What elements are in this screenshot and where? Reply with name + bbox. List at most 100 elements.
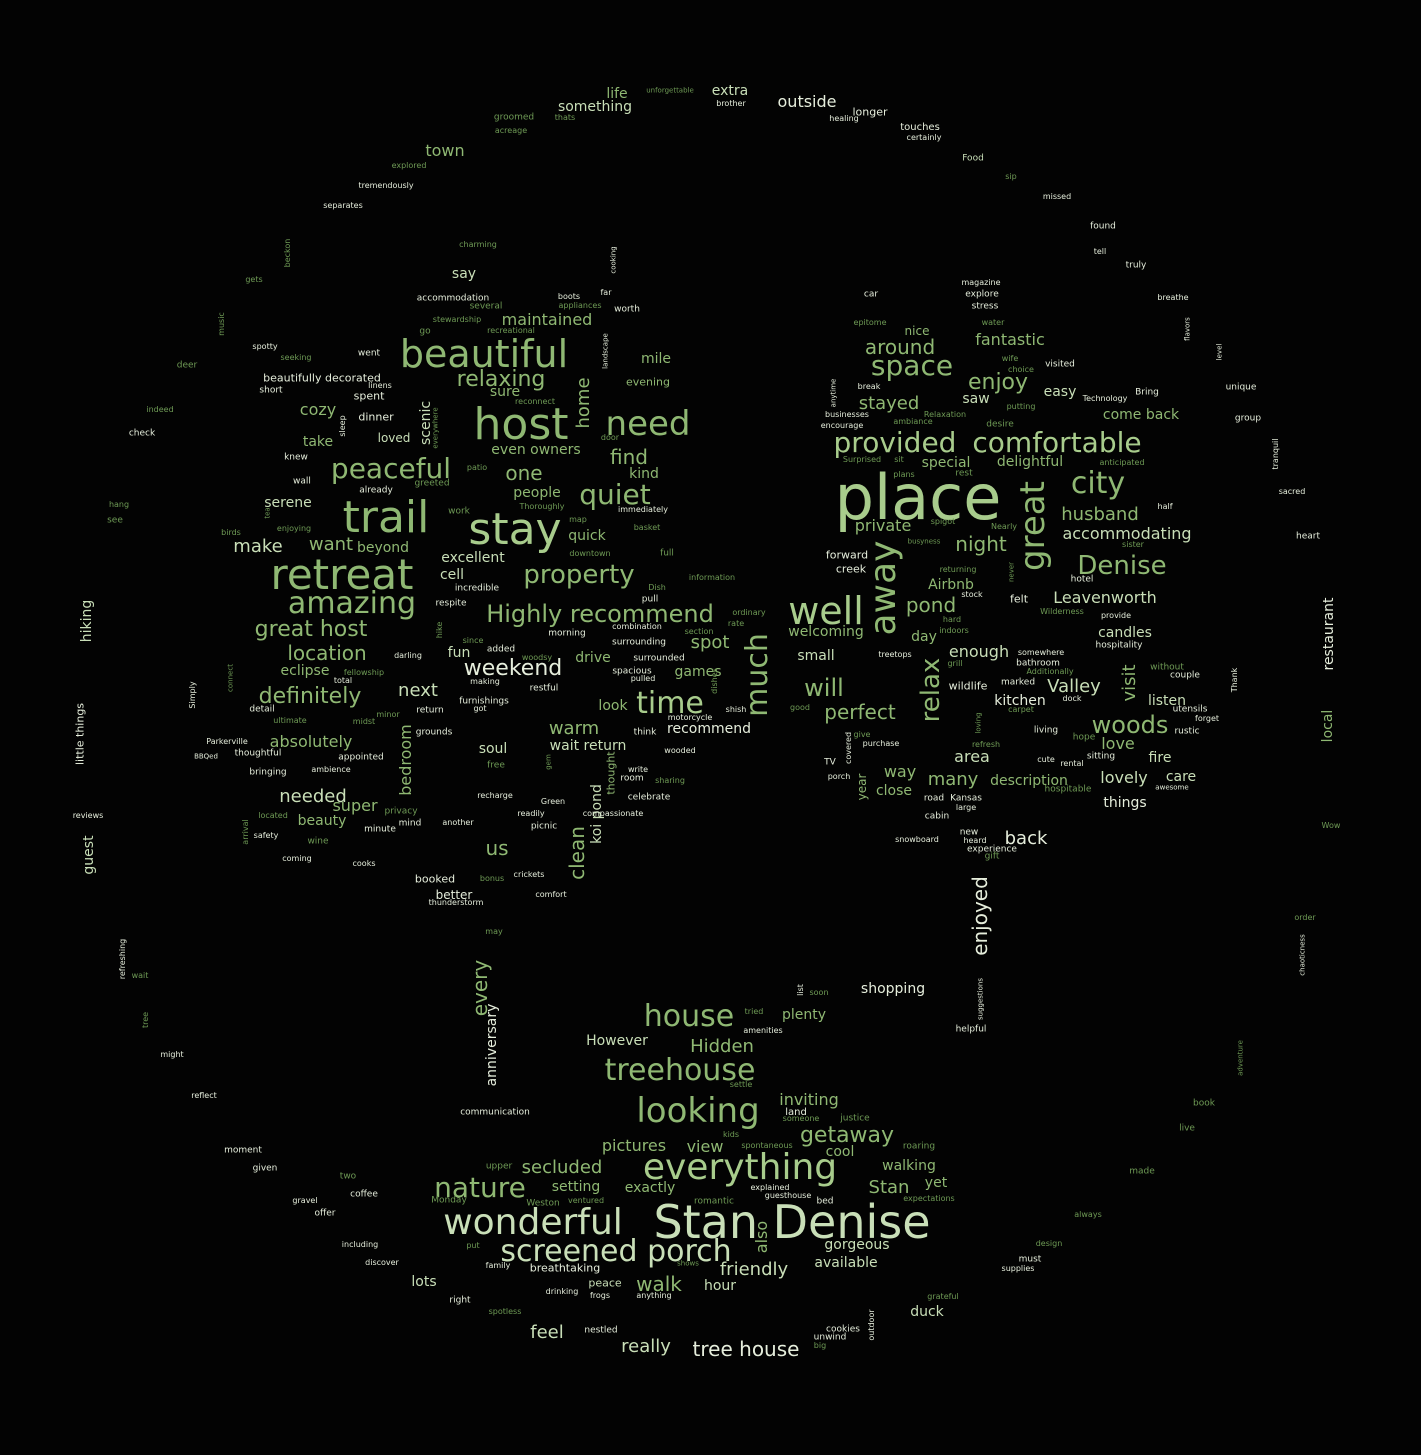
word-work: work	[448, 506, 470, 517]
word-kind: kind	[629, 466, 659, 482]
word-games: games	[674, 664, 722, 680]
word-soon: soon	[809, 988, 829, 997]
word-visit: visit	[1119, 664, 1140, 702]
word-find: find	[610, 445, 648, 469]
word-midst: midst	[352, 717, 376, 726]
word-room: room	[620, 773, 644, 784]
word-private: private	[854, 516, 912, 535]
word-thought: thought	[604, 751, 618, 795]
word-area: area	[954, 747, 990, 766]
word-seeking: seeking	[280, 353, 312, 362]
word-cell: cell	[439, 567, 465, 583]
word-picnic: picnic	[530, 821, 558, 832]
word-touches: touches	[900, 122, 940, 133]
word-description: description	[990, 773, 1068, 789]
word-reflect: reflect	[191, 1091, 217, 1100]
word-lots: lots	[411, 1274, 437, 1290]
word-candles: candles	[1098, 625, 1152, 641]
word-sip: sip	[1005, 172, 1017, 181]
word-cooks: cooks	[352, 859, 376, 868]
word-ventured: ventured	[567, 1196, 605, 1205]
word-appliances: appliances	[558, 301, 602, 310]
word-anytime: anytime	[829, 378, 838, 408]
word-coming: coming	[282, 854, 312, 863]
word-snowboard: snowboard	[895, 835, 939, 844]
word-additionally: Additionally	[1026, 667, 1074, 676]
word-pond: pond	[905, 593, 957, 617]
word-felt: felt	[1009, 592, 1029, 606]
word-stress: stress	[971, 301, 999, 312]
word-great: great	[1013, 481, 1053, 571]
word-parkerville: Parkerville	[206, 737, 248, 746]
word-reconnect: reconnect	[515, 397, 555, 406]
word-unforgettable: unforgettable	[646, 86, 694, 95]
word-return: return	[416, 705, 444, 716]
word-somewhere: somewhere	[1017, 648, 1065, 657]
word-home: home	[573, 377, 594, 429]
word-give: give	[853, 730, 871, 739]
word-spotless: spotless	[488, 1307, 522, 1316]
word-wall: wall	[293, 476, 311, 487]
word-unwind: unwind	[813, 1332, 847, 1343]
word-loved: loved	[377, 431, 411, 445]
word-may: may	[485, 927, 503, 936]
word-tried: tried	[744, 1007, 764, 1016]
word-little-things: little things	[73, 702, 87, 766]
word-available: available	[814, 1255, 878, 1271]
word-rustic: rustic	[1174, 726, 1200, 737]
word-nice: nice	[904, 324, 930, 338]
word-settle: settle	[729, 1080, 753, 1089]
word-say: say	[451, 266, 477, 282]
word-shopping: shopping	[860, 981, 926, 997]
word-gift: gift	[984, 851, 1000, 862]
word-night: night	[955, 532, 1007, 556]
word-another: another	[442, 818, 474, 827]
word-longer: longer	[852, 105, 888, 119]
word-feel: feel	[530, 1322, 564, 1343]
word-desire: desire	[986, 419, 1014, 430]
word-thoroughly: Thoroughly	[519, 502, 565, 511]
word-also: also	[752, 1220, 771, 1254]
word-forward: forward	[825, 548, 869, 562]
word-bonus: bonus	[479, 874, 505, 883]
word-beckon: beckon	[283, 238, 292, 268]
word-beauty: beauty	[297, 813, 347, 829]
word-need: need	[605, 404, 691, 444]
word-reviews: reviews	[72, 811, 104, 820]
word-must: must	[1018, 1254, 1042, 1265]
word-design: design	[1035, 1239, 1063, 1248]
word-cooking: cooking	[609, 246, 618, 274]
word-tv: TV	[824, 757, 836, 768]
word-retreat: retreat	[270, 550, 414, 599]
word-duck: duck	[910, 1304, 944, 1320]
word-outside: outside	[777, 92, 837, 111]
word-communication: communication	[460, 1107, 530, 1118]
word-enough: enough	[948, 642, 1010, 661]
word-big: big	[813, 1341, 827, 1350]
word-landscape: landscape	[601, 333, 610, 369]
word-us: us	[485, 836, 509, 860]
word-hard: hard	[942, 615, 962, 624]
word-free: free	[487, 760, 505, 771]
word-hiking: hiking	[79, 599, 95, 643]
word-guesthouse: guesthouse	[764, 1191, 812, 1200]
word-denise: Denise	[1077, 551, 1167, 581]
word-secluded: secluded	[521, 1157, 603, 1178]
word-spot: spot	[690, 632, 730, 653]
word-hidden: Hidden	[690, 1036, 754, 1057]
word-relax: relax	[916, 657, 946, 723]
word-everything: everything	[642, 1147, 838, 1188]
word-away: away	[863, 540, 904, 636]
word-privacy: privacy	[384, 806, 418, 817]
word-car: car	[863, 289, 879, 300]
word-place: place	[834, 461, 1002, 534]
word-living: living	[1033, 725, 1059, 736]
word-cabin: cabin	[924, 811, 950, 822]
word-choice: choice	[1008, 365, 1034, 374]
word-year: year	[855, 773, 869, 801]
word-rental: rental	[1060, 759, 1084, 768]
word-forget: forget	[1195, 714, 1219, 723]
word-surrounded: surrounded	[633, 653, 685, 664]
word-however: However	[586, 1033, 648, 1049]
word-simply: Simply	[188, 681, 197, 709]
